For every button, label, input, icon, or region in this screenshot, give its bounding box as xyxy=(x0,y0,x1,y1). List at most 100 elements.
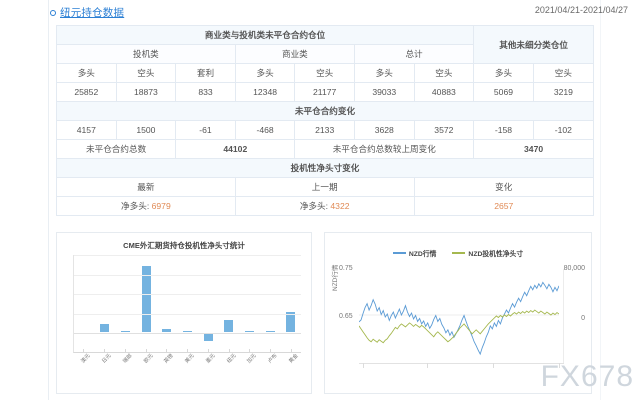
bar-chart-bar[interactable] xyxy=(182,331,193,333)
bar-chart-title: CME外汇期货持仓投机性净头寸统计 xyxy=(123,241,245,250)
bar-chart-bar[interactable] xyxy=(121,331,131,333)
bar-chart-tickmark xyxy=(290,349,292,353)
col-header-1: 空头 xyxy=(115,63,177,83)
net-previous-label: 净多头: xyxy=(299,201,328,211)
bar-chart-tickmark xyxy=(166,349,168,353)
bar-chart-xtick-label: 日元 xyxy=(101,353,113,365)
net-change-value: 2657 xyxy=(494,201,514,211)
line-chart-right-axis xyxy=(563,269,564,363)
line-chart-ytick-left-1: 0.65 xyxy=(339,313,353,320)
net-latest-value: 6979 xyxy=(151,201,171,211)
circle-icon xyxy=(50,9,56,16)
line-chart-xaxis xyxy=(359,363,564,364)
bar-chart-xtick-label: 卢布 xyxy=(267,353,279,365)
value-cell-1: 18873 xyxy=(115,82,177,102)
cot-table: 商业类与投机类未平仓合约仓位 其他未细分类仓位 投机类 商业类 总计 多头 空头… xyxy=(55,25,595,216)
table-row-net-values: 净多头: 6979 净多头: 4322 2657 xyxy=(56,196,595,216)
bar-chart-xtick-label: 英镑 xyxy=(163,353,175,365)
net-latest-label: 净多头: xyxy=(121,201,150,211)
bar-chart-zero-line xyxy=(74,333,301,335)
bar-chart-bar-slot xyxy=(239,255,260,352)
bar-chart-bar[interactable] xyxy=(224,319,234,333)
change-band-label: 未平仓合约变化 xyxy=(56,101,594,121)
table-row-values: 25852 18873 833 12348 21177 39033 40883 … xyxy=(56,82,595,102)
line-chart-series-path[interactable] xyxy=(358,281,560,356)
bar-chart-xtick: 纽元 xyxy=(218,349,239,393)
net-previous-cell: 净多头: 4322 xyxy=(234,196,415,216)
bar-chart-xtick-label: 瑞郎 xyxy=(121,353,134,365)
bar-chart-xtick: 日元 xyxy=(94,349,115,393)
line-chart-ytick-right-0: 80,000 xyxy=(563,265,585,272)
col-header-5: 多头 xyxy=(353,63,415,83)
line-chart-svg xyxy=(358,281,560,356)
legend-item-net-position[interactable]: NZD投机性净头寸 xyxy=(452,248,523,258)
bar-chart-gridline xyxy=(74,313,301,315)
bar-chart-bar-slot xyxy=(260,255,281,352)
table-row-col-header: 多头 空头 套利 多头 空头 多头 空头 多头 空头 xyxy=(56,63,595,83)
value-cell-2: 833 xyxy=(175,82,236,102)
group-header-main: 商业类与投机类未平仓合约仓位 xyxy=(55,25,475,45)
legend-item-price[interactable]: NZD行情 xyxy=(392,248,437,258)
legend-swatch-net-position xyxy=(452,252,466,254)
line-chart-xtick-0 xyxy=(363,363,364,368)
bar-chart-bar-slot xyxy=(177,255,198,352)
bar-chart-xtick: 墨元 xyxy=(197,349,218,393)
col-header-2: 套利 xyxy=(175,63,236,83)
bar-chart-bar[interactable] xyxy=(162,328,172,333)
bar-chart-bar[interactable] xyxy=(203,333,213,342)
col-header-4: 空头 xyxy=(294,63,355,83)
total-change-value: 3470 xyxy=(473,139,594,159)
bar-chart-bar-slot xyxy=(280,255,301,352)
bar-chart-tickmark xyxy=(145,349,147,353)
value-cell-3: 12348 xyxy=(234,82,296,102)
bar-chart-bars xyxy=(74,255,301,352)
bar-chart-tickmark xyxy=(104,349,106,353)
bar-chart-xtick: 英镑 xyxy=(156,349,177,393)
line-chart-plot xyxy=(358,269,560,363)
line-chart-ytick-right-1: 0 xyxy=(581,315,585,322)
change-cell-1: 1500 xyxy=(115,120,177,140)
change-cell-0: 4157 xyxy=(56,120,117,140)
value-cell-5: 39033 xyxy=(353,82,415,102)
bar-chart-tickmark xyxy=(187,349,189,353)
sub-header-commercial: 商业类 xyxy=(234,44,355,64)
col-header-6: 空头 xyxy=(413,63,475,83)
bar-chart-bar[interactable] xyxy=(265,331,275,333)
col-header-7: 多头 xyxy=(473,63,534,83)
bar-chart-bar-slot xyxy=(136,255,157,352)
line-chart-xtick-2 xyxy=(493,363,494,368)
total-value: 44102 xyxy=(175,139,296,159)
net-change-cell: 2657 xyxy=(413,196,595,216)
line-chart-series-path[interactable] xyxy=(358,309,560,344)
bar-chart-bar[interactable] xyxy=(286,311,296,333)
bar-chart-plot xyxy=(73,255,301,353)
bar-chart-tickmark xyxy=(228,349,230,353)
bar-chart-xtick-label: 美元 xyxy=(184,353,196,365)
bar-chart-xtick: 加元 xyxy=(239,349,260,393)
title-wrap[interactable]: 纽元持仓数据 xyxy=(50,5,124,20)
bar-chart-xtick-label: 墨元 xyxy=(204,353,217,365)
bar-chart-xtick: 美元 xyxy=(177,349,198,393)
change-cell-6: 3572 xyxy=(413,120,475,140)
bar-chart-xtick: 卢布 xyxy=(260,349,281,393)
bar-chart-xtick: 澳元 xyxy=(73,349,94,393)
table-row-totals: 未平仓合约总数 44102 未平仓合约总数较上周变化 3470 xyxy=(55,139,594,159)
bar-chart-xtick-label: 欧元 xyxy=(142,353,155,365)
bar-chart-bar[interactable] xyxy=(244,331,254,333)
page-title[interactable]: 纽元持仓数据 xyxy=(60,7,125,19)
net-latest-cell: 净多头: 6979 xyxy=(56,196,236,216)
net-band-label: 投机性净头寸变化 xyxy=(56,158,594,178)
table-row-change-band: 未平仓合约变化 xyxy=(56,101,594,121)
change-cell-7: -158 xyxy=(473,120,534,140)
bar-chart-gridline xyxy=(74,255,301,256)
bar-chart-bar[interactable] xyxy=(100,323,110,333)
cot-table-wrap: 商业类与投机类未平仓合约仓位 其他未细分类仓位 投机类 商业类 总计 多头 空头… xyxy=(55,25,595,216)
legend-label-price: NZD行情 xyxy=(408,251,437,258)
bar-chart-bar-slot xyxy=(95,255,116,352)
bar-chart-bar[interactable] xyxy=(141,265,151,333)
bar-chart-xtick-label: 黄金 xyxy=(287,353,300,365)
bar-chart-xtick: 黄金 xyxy=(280,349,301,393)
line-chart-ytick-left-0: 0.75 xyxy=(339,265,353,272)
bar-chart-tickmark xyxy=(124,349,126,353)
value-cell-7: 5069 xyxy=(473,82,534,102)
